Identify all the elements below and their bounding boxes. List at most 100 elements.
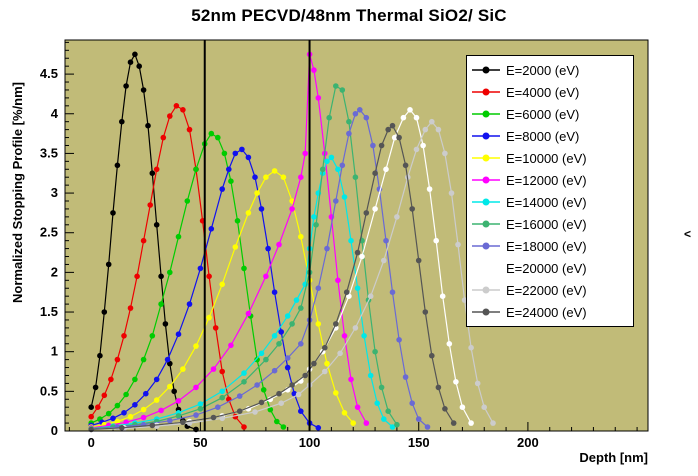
series-marker bbox=[206, 273, 212, 280]
series-marker bbox=[468, 344, 474, 351]
series-marker bbox=[215, 404, 221, 411]
series-marker bbox=[426, 186, 433, 192]
series-marker bbox=[208, 226, 215, 232]
series-marker bbox=[193, 384, 199, 391]
legend-label: E=16000 (eV) bbox=[506, 216, 587, 232]
series-marker bbox=[324, 158, 330, 165]
legend-marker-icon bbox=[470, 129, 502, 143]
series-marker bbox=[145, 122, 151, 129]
series-marker bbox=[197, 401, 204, 407]
x-tick-label: 0 bbox=[88, 435, 95, 450]
series-marker bbox=[298, 174, 304, 180]
series-marker bbox=[119, 425, 125, 431]
series-marker bbox=[219, 186, 225, 192]
series-marker bbox=[263, 273, 269, 280]
series-marker bbox=[420, 142, 426, 149]
series-marker bbox=[339, 162, 346, 169]
series-marker bbox=[315, 285, 322, 292]
series-marker bbox=[415, 257, 422, 264]
series-marker bbox=[352, 325, 359, 331]
series-marker bbox=[234, 218, 241, 224]
series-marker bbox=[442, 150, 448, 157]
series-marker bbox=[263, 356, 269, 363]
series-marker bbox=[372, 348, 378, 355]
series-marker bbox=[372, 206, 378, 212]
series-marker bbox=[357, 107, 363, 113]
series-marker bbox=[88, 404, 94, 411]
series-marker bbox=[219, 368, 225, 375]
legend-marker-icon bbox=[470, 151, 502, 165]
series-marker bbox=[490, 420, 496, 426]
x-tick-label: 200 bbox=[517, 435, 539, 450]
series-marker bbox=[374, 400, 381, 407]
series-marker bbox=[228, 342, 234, 349]
series-marker bbox=[132, 402, 138, 408]
series-marker bbox=[184, 198, 191, 204]
legend-label: E=6000 (eV) bbox=[506, 106, 580, 122]
series-marker bbox=[197, 265, 204, 272]
series-marker bbox=[354, 249, 361, 256]
series-marker bbox=[381, 416, 387, 422]
series-marker bbox=[267, 406, 274, 413]
series-marker bbox=[298, 341, 304, 347]
y-tick-label: 1.5 bbox=[40, 304, 58, 319]
series-marker bbox=[333, 83, 339, 89]
series-marker bbox=[245, 310, 252, 317]
series-marker bbox=[236, 393, 243, 399]
legend-marker-icon bbox=[470, 63, 502, 77]
series-marker bbox=[123, 83, 129, 89]
series-marker bbox=[341, 333, 348, 339]
series-marker bbox=[97, 352, 103, 359]
series-marker bbox=[378, 384, 385, 391]
side-caret: < bbox=[684, 227, 692, 241]
series-marker bbox=[394, 214, 400, 220]
series-marker bbox=[433, 237, 440, 244]
series-marker bbox=[276, 390, 282, 397]
y-tick-label: 4 bbox=[51, 106, 59, 121]
series-marker bbox=[241, 424, 247, 430]
series-marker bbox=[153, 376, 160, 383]
legend-item: E=4000 (eV) bbox=[467, 81, 633, 103]
legend-marker-icon bbox=[470, 107, 502, 121]
series-marker bbox=[289, 382, 295, 388]
legend-label: E=8000 (eV) bbox=[506, 128, 580, 144]
series-marker bbox=[271, 289, 278, 296]
series-marker bbox=[363, 420, 370, 426]
series-marker bbox=[413, 114, 420, 121]
series-marker bbox=[121, 410, 127, 416]
series-marker bbox=[143, 390, 149, 397]
series-marker bbox=[101, 392, 108, 399]
series-marker bbox=[284, 313, 291, 319]
series-marker bbox=[468, 420, 474, 426]
series-marker bbox=[134, 273, 140, 280]
series-marker bbox=[162, 321, 169, 327]
legend-label: E=14000 (eV) bbox=[506, 194, 587, 210]
series-marker bbox=[400, 114, 407, 121]
series-marker bbox=[474, 380, 481, 387]
series-marker bbox=[385, 126, 392, 133]
series-marker bbox=[409, 206, 416, 212]
series-marker bbox=[114, 418, 121, 425]
series-marker bbox=[278, 329, 285, 335]
legend-item: E=6000 (eV) bbox=[467, 103, 633, 125]
series-marker bbox=[158, 407, 164, 414]
series-marker bbox=[219, 281, 225, 288]
series-marker bbox=[258, 350, 265, 357]
legend-label: E=20000 (eV) bbox=[506, 260, 587, 276]
series-marker bbox=[348, 376, 354, 383]
series-marker bbox=[339, 87, 346, 93]
y-tick-label: 0.5 bbox=[40, 383, 58, 398]
series-marker bbox=[446, 341, 453, 347]
series-marker bbox=[383, 166, 389, 173]
series-marker bbox=[110, 415, 116, 422]
series-marker bbox=[105, 261, 112, 268]
series-marker bbox=[370, 142, 376, 149]
series-marker bbox=[92, 384, 99, 391]
series-marker bbox=[424, 424, 431, 430]
series-marker bbox=[298, 305, 304, 311]
series-marker bbox=[422, 126, 429, 133]
series-marker bbox=[276, 341, 282, 347]
legend-label: E=12000 (eV) bbox=[506, 172, 587, 188]
series-marker bbox=[263, 174, 269, 180]
y-tick-label: 0 bbox=[51, 423, 58, 438]
